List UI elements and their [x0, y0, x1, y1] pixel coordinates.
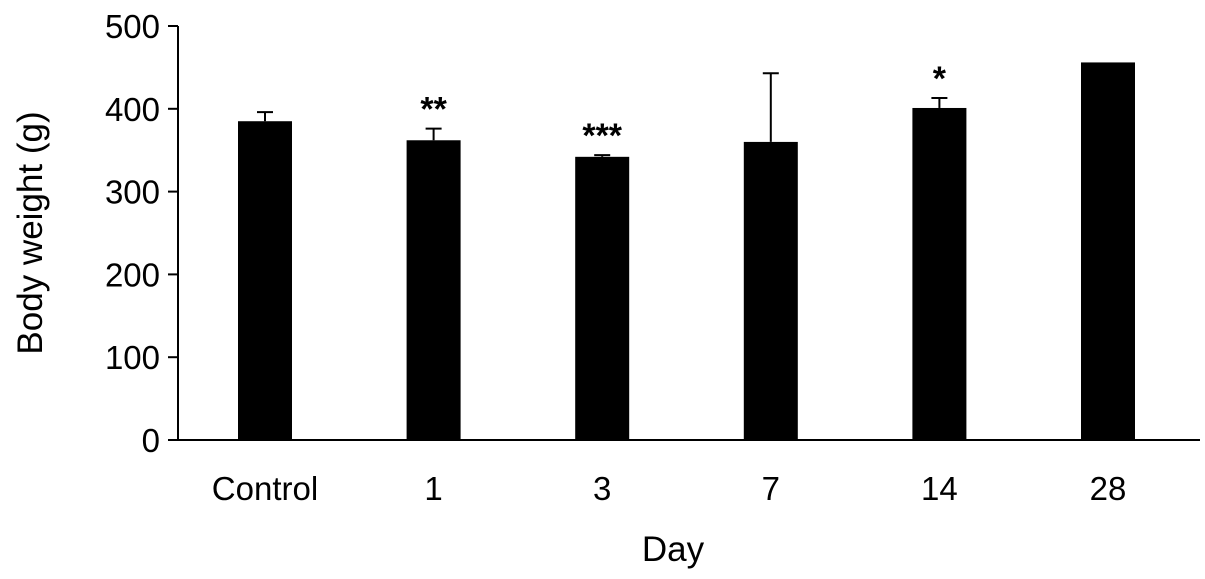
- bars: [238, 62, 1135, 441]
- bar: [406, 140, 461, 440]
- x-tick-label: 14: [921, 470, 958, 507]
- y-axis-title: Body weight (g): [11, 111, 50, 354]
- y-tick-label: 500: [105, 8, 160, 45]
- bar: [912, 107, 967, 441]
- y-tick-label: 400: [105, 91, 160, 128]
- bar: [575, 156, 630, 440]
- y-tick-label: 200: [105, 256, 160, 293]
- x-axis-title: Day: [642, 530, 705, 569]
- x-tick-label: 3: [593, 470, 611, 507]
- x-tick-label: Control: [212, 470, 318, 507]
- significance-marker: **: [420, 91, 447, 129]
- ticks: 0 100 200 300 400 500 Control 1 ** 3 *** 7 14 * 28: [105, 8, 1126, 507]
- bar: [743, 141, 798, 441]
- significance-marker: *: [933, 60, 947, 98]
- x-tick-label: 28: [1090, 470, 1127, 507]
- bar: [1081, 62, 1135, 440]
- x-tick-label: 7: [762, 470, 780, 507]
- y-tick-label: 300: [105, 174, 160, 211]
- bar: [238, 121, 292, 440]
- significance-marker: ***: [582, 117, 622, 155]
- axes: [177, 26, 1200, 441]
- y-tick-label: 0: [142, 422, 160, 459]
- y-tick-label: 100: [105, 339, 160, 376]
- x-tick-label: 1: [424, 470, 442, 507]
